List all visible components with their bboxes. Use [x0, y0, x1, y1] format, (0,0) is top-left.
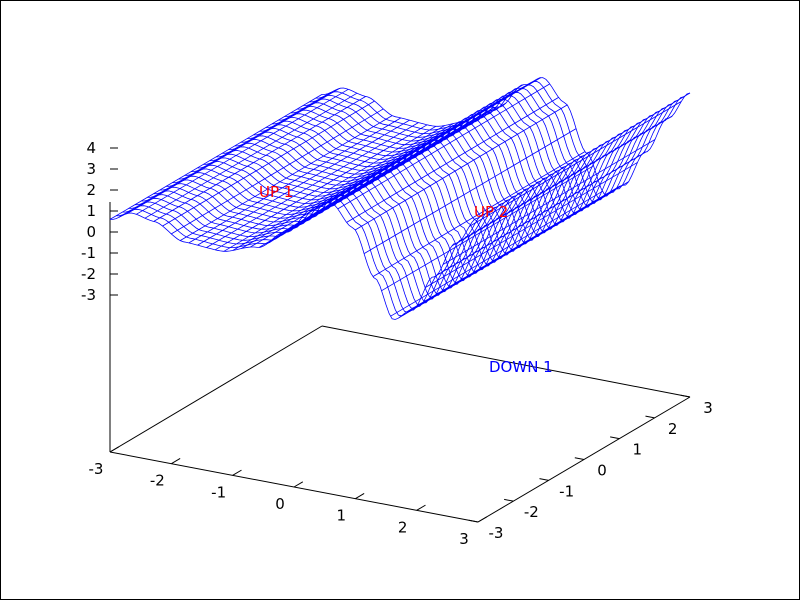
x-tick-mark	[232, 469, 242, 476]
z-tick-label: 0	[86, 223, 96, 241]
x-tick-label: -2	[150, 472, 165, 490]
z-tick-label: 4	[86, 139, 96, 157]
mesh-line-x	[302, 91, 516, 217]
mesh-line-x	[223, 125, 437, 252]
mesh-line-x	[468, 101, 682, 227]
y-tick-mark	[574, 457, 585, 460]
y-tick-mark	[468, 519, 479, 523]
x-tick-mark	[293, 481, 304, 488]
mesh-line-x	[328, 77, 542, 203]
surface-mesh	[109, 77, 691, 320]
z-tick-label: -2	[81, 265, 96, 283]
mesh-line-x	[477, 92, 691, 219]
y-tick-label: -2	[524, 503, 539, 521]
x-tick-mark	[477, 516, 488, 523]
mesh-line-x	[162, 100, 375, 227]
z-tick-label: -1	[81, 244, 96, 262]
annotation-up-1: UP 1	[259, 183, 293, 201]
mesh-line-x	[276, 110, 489, 237]
mesh-line-x	[284, 106, 498, 233]
mesh-line-x	[144, 92, 358, 219]
z-tick-label: 2	[86, 181, 96, 199]
z-tick-label: -3	[81, 286, 96, 304]
x-tick-label: 2	[398, 518, 408, 536]
mesh-line-x	[127, 88, 340, 214]
x-tick-label: 3	[459, 530, 469, 548]
z-tick-label: 1	[86, 202, 96, 220]
x-tick-label: -1	[211, 483, 226, 501]
z-axis-ticks: -3 -2 -1 0 1 2 3 4	[81, 139, 118, 304]
mesh-line-x	[416, 181, 629, 307]
y-tick-mark	[645, 415, 655, 419]
mesh-line-x	[206, 122, 419, 248]
mesh-line-x	[381, 165, 594, 292]
mesh-line-x	[320, 81, 533, 208]
y-tick-label: -1	[559, 482, 574, 500]
annotation-down-1: DOWN 1	[489, 358, 553, 376]
y-tick-label: 2	[668, 420, 678, 438]
y-tick-mark	[680, 394, 691, 398]
annotations: UP 1 UP 2 DOWN 1	[259, 183, 553, 376]
x-tick-mark	[355, 493, 365, 500]
mesh-line-x	[136, 88, 349, 215]
y-tick-label: 1	[633, 441, 643, 459]
x-tick-label: 0	[275, 495, 285, 513]
x-axis-ticks: -3 -2 -1 0 1 2 3	[89, 446, 488, 548]
mesh-line-x	[293, 102, 507, 229]
mesh-line-x	[433, 151, 647, 278]
mesh-line-x	[171, 108, 384, 235]
mesh-line-x	[442, 139, 656, 265]
x-tick-label: -3	[89, 460, 104, 478]
mesh-line-x	[179, 115, 393, 241]
back-left-edge	[109, 325, 323, 453]
y-tick-label: -3	[489, 524, 504, 542]
y-axis-ticks: -3 -2 -1 0 1 2 3	[468, 394, 713, 542]
mesh-line-x	[214, 124, 428, 251]
mesh-line-x	[407, 185, 621, 312]
x-tick-label: 1	[337, 507, 347, 525]
mesh-line-x	[197, 119, 410, 246]
mesh-line-x	[241, 123, 454, 249]
x-tick-mark	[416, 504, 426, 511]
mesh-line-x	[460, 115, 673, 242]
mesh-line-x	[390, 190, 603, 317]
annotation-up-2: UP 2	[474, 203, 508, 221]
y-tick-mark	[504, 498, 514, 502]
z-tick-label: 3	[86, 160, 96, 178]
x-tick-mark	[171, 458, 181, 465]
y-tick-label: 3	[703, 399, 713, 417]
mesh-line-x	[337, 83, 551, 210]
mesh-line-x	[363, 128, 577, 254]
mesh-line-x	[346, 97, 559, 223]
mesh-line-x	[188, 117, 402, 244]
mesh-line-x	[398, 192, 612, 318]
mesh-line-x	[355, 104, 568, 231]
x-tick-mark	[109, 446, 120, 453]
mesh-line-x	[425, 162, 638, 288]
mesh-line-x	[311, 84, 524, 210]
y-tick-mark	[610, 436, 620, 440]
mesh-line-x	[232, 125, 445, 251]
mesh-line-x	[109, 94, 323, 220]
mesh-line-x	[372, 151, 586, 277]
mesh-line-x	[153, 96, 367, 222]
y-tick-mark	[539, 478, 549, 481]
y-tick-label: 0	[597, 462, 607, 480]
back-right-edge	[321, 325, 691, 398]
mesh-line-x	[118, 92, 332, 218]
